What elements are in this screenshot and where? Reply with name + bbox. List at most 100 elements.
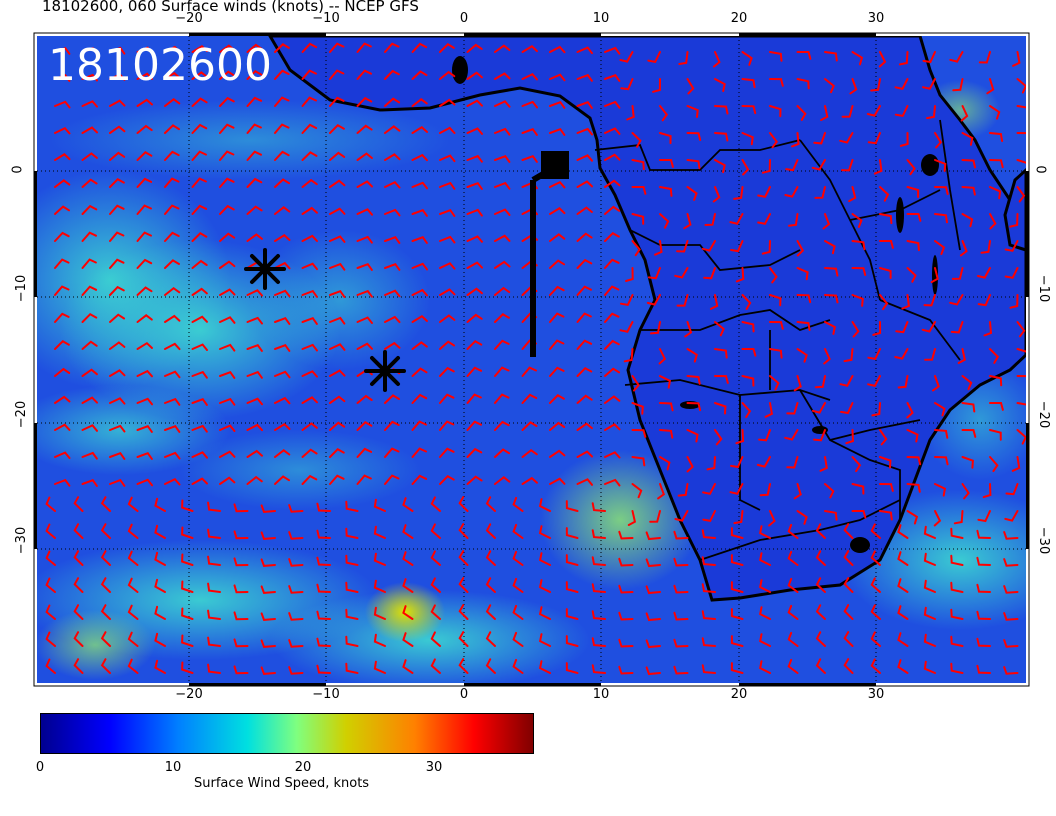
wind-barb (411, 98, 428, 107)
wind-barb (219, 343, 236, 352)
wind-barb (329, 343, 346, 351)
wind-barb (260, 504, 276, 513)
wind-barb (356, 421, 373, 431)
wind-barb (329, 395, 346, 404)
wind-barb (329, 235, 346, 243)
wind-barb (512, 631, 524, 647)
wind-barb (233, 665, 249, 675)
wind-barb (207, 501, 221, 512)
lat-tick-right: −30 (1036, 526, 1052, 555)
wind-barb (759, 606, 771, 620)
wind-barb (54, 451, 71, 459)
wind-barb (521, 127, 538, 136)
wind-barb (786, 456, 799, 469)
wind-barb (301, 262, 318, 271)
wind-barb (824, 510, 838, 521)
wind-barb (345, 527, 359, 539)
wind-barb (207, 528, 221, 539)
wind-barb (950, 581, 964, 593)
wind-barb (730, 662, 744, 674)
wind-barb (769, 321, 784, 330)
wind-barb (604, 258, 620, 269)
wind-barb (604, 205, 621, 215)
wind-barb (402, 659, 414, 674)
wind-barb (164, 71, 181, 80)
wind-barb (54, 100, 71, 109)
wind-barb (191, 232, 208, 242)
wind-barb (219, 123, 235, 134)
wind-barb (109, 313, 126, 323)
wind-barb (843, 523, 854, 539)
wind-barb (814, 375, 826, 389)
wind-barb (879, 456, 892, 469)
wind-barb (769, 294, 782, 307)
wind-barb (769, 105, 782, 118)
wind-barb (373, 579, 386, 593)
wind-barb (604, 478, 621, 487)
wind-barb (989, 132, 1004, 142)
wind-barb (521, 421, 538, 431)
wind-barb (1009, 294, 1019, 309)
wind-barb (136, 451, 153, 460)
wind-barb (923, 606, 936, 620)
wind-barb (950, 321, 964, 334)
wind-barb (673, 530, 689, 540)
wind-barb (136, 231, 152, 242)
wind-barb (549, 259, 566, 269)
wind-barb (274, 150, 290, 161)
wind-barb (646, 294, 661, 306)
wind-barb (1016, 78, 1026, 94)
wind-barb (784, 429, 799, 441)
wind-barb (384, 125, 401, 134)
wind-barb (976, 556, 991, 566)
wind-barb (591, 502, 606, 512)
wind-barb (109, 125, 126, 134)
wind-barb (618, 611, 634, 621)
wind-barb (329, 96, 345, 107)
wind-barb (521, 448, 538, 458)
wind-barb (384, 153, 401, 161)
wind-barb (288, 666, 304, 675)
wind-barb (494, 448, 510, 458)
wind-barb (521, 45, 538, 53)
wind-barb (207, 636, 221, 647)
wind-barb (301, 422, 318, 431)
wind-barb (191, 477, 208, 485)
wind-barb (894, 348, 909, 360)
wind-barb (677, 483, 689, 497)
wind-barb (591, 637, 606, 647)
wind-barb (686, 186, 698, 201)
wind-barb (1004, 510, 1019, 522)
lon-tick-top: −10 (312, 11, 340, 26)
wind-barb (109, 231, 125, 242)
wind-barb (439, 181, 456, 190)
wind-barb (604, 231, 620, 242)
wind-barb (538, 552, 551, 566)
wind-barb (439, 126, 456, 134)
wind-barb (659, 105, 669, 122)
wind-barb (659, 186, 673, 197)
wind-barb (631, 240, 641, 257)
wind-barb (233, 584, 249, 594)
lon-tick-top: 30 (867, 11, 885, 26)
wind-barb (136, 478, 153, 487)
wind-barb (785, 159, 799, 172)
wind-barb (576, 312, 592, 323)
wind-barb (439, 393, 455, 404)
wind-barb (274, 43, 290, 53)
wind-barb (1016, 321, 1026, 338)
wind-barb (549, 73, 566, 82)
wind-barb (576, 154, 593, 162)
wind-barb (870, 658, 881, 674)
wind-barb (950, 635, 964, 647)
wind-barb (591, 583, 606, 593)
wind-barb (246, 96, 263, 107)
wind-barb (191, 177, 207, 188)
wind-barb (274, 343, 291, 352)
wind-barb (512, 658, 524, 674)
wind-barb (274, 261, 291, 270)
wind-barb (73, 550, 84, 566)
wind-barb (870, 78, 881, 92)
wind-barb (768, 510, 776, 527)
wind-barb (345, 581, 359, 593)
